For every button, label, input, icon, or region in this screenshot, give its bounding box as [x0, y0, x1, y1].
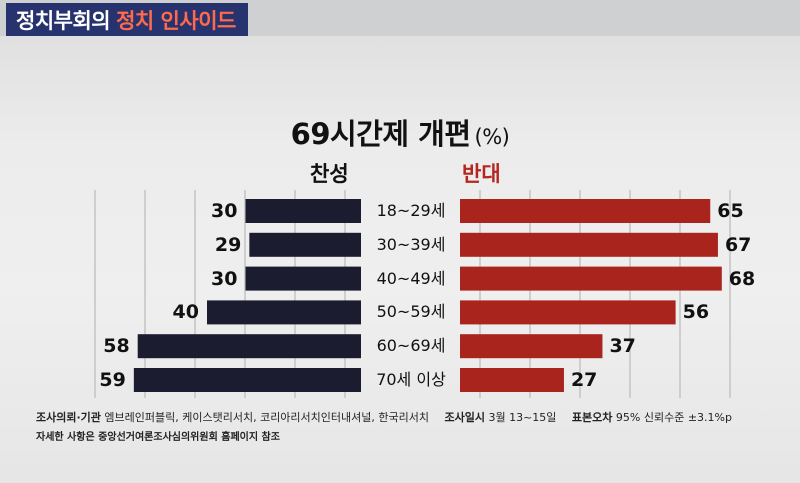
bar-approve: [133, 368, 361, 392]
value-label-oppose: 68: [728, 267, 756, 290]
chart-title: 69시간제 개편: [290, 117, 471, 151]
category-label: 70세 이상: [376, 370, 446, 389]
value-label-oppose: 27: [570, 369, 598, 391]
category-label: 40~49세: [376, 268, 446, 288]
category-label: 18~29세: [376, 201, 446, 220]
category-label: 50~59세: [376, 302, 446, 322]
value-label-approve: 59: [99, 369, 126, 391]
value-label-approve: 30: [211, 200, 238, 222]
legend-approve: 찬성: [310, 162, 349, 186]
date-value: 3월 13~15일: [488, 411, 557, 424]
value-label-oppose: 37: [609, 335, 636, 358]
source-value: 엠브레인퍼블릭, 케이스탯리서치, 코리아리서치인터내셔널, 한국리서치: [104, 411, 429, 424]
bar-approve: [137, 334, 361, 359]
category-label: 30~39세: [376, 234, 446, 254]
category-label: 60~69세: [376, 336, 446, 356]
bar-oppose: [460, 199, 711, 223]
error-value: 95% 신뢰수준 ±3.1%p: [615, 411, 732, 424]
program-name: 정치부회의: [16, 8, 111, 33]
bar-oppose: [460, 334, 603, 359]
chart-title-wrap: 69시간제 개편 (%): [0, 111, 800, 153]
value-label-approve: 29: [214, 233, 242, 256]
bar-oppose: [460, 266, 722, 291]
error-label: 표본오차: [571, 411, 613, 424]
bar-oppose: [460, 368, 564, 392]
value-label-oppose: 67: [724, 233, 752, 256]
bar-approve: [245, 199, 361, 223]
bar-approve: [245, 266, 361, 291]
date-label: 조사일시: [444, 411, 485, 424]
program-banner: 정치부회의 정치 인사이드: [6, 3, 248, 36]
chart-unit: (%): [474, 125, 510, 149]
value-label-approve: 30: [211, 267, 238, 290]
value-label-approve: 40: [172, 301, 199, 324]
survey-note: 자세한 사항은 중앙선거여론조사심의위원회 홈페이지 참조: [36, 432, 280, 443]
source-label: 조사의뢰·기관: [36, 411, 101, 424]
value-label-oppose: 65: [717, 200, 744, 222]
bar-oppose: [460, 232, 718, 257]
value-label-approve: 58: [103, 335, 130, 358]
bar-approve: [207, 300, 361, 325]
legend-oppose: 반대: [462, 162, 501, 186]
survey-info: 조사의뢰·기관 엠브레인퍼블릭, 케이스탯리서치, 코리아리서치인터내셔널, 한…: [36, 409, 732, 425]
bar-oppose: [460, 300, 676, 325]
value-label-oppose: 56: [682, 301, 710, 324]
bar-approve: [249, 232, 361, 257]
segment-name: 정치 인사이드: [116, 8, 236, 33]
